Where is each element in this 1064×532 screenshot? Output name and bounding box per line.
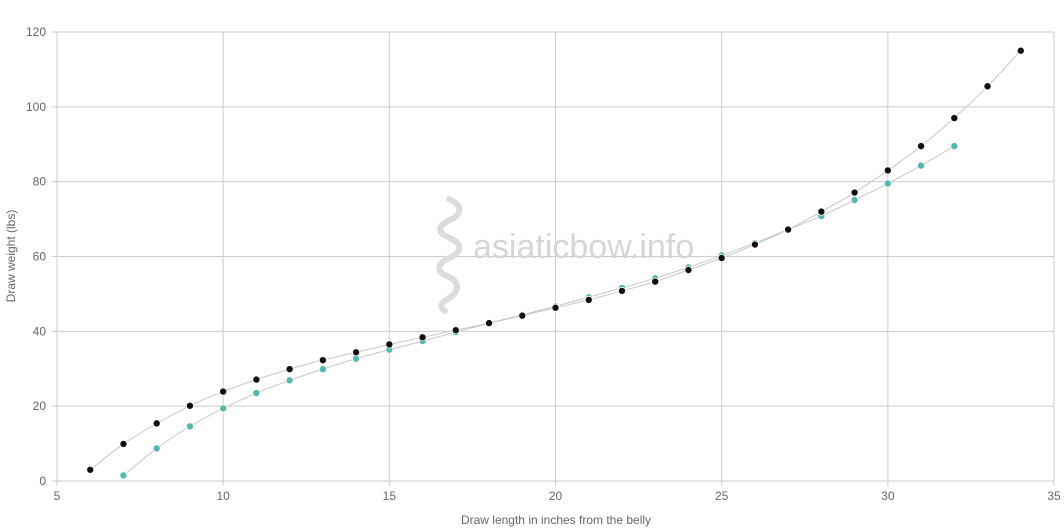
y-tick-label: 20 [33,399,47,413]
y-tick-label: 120 [26,25,46,39]
tick-labels: 5 10 15 20 25 30 35 0 20 40 60 80 100 120 [26,25,1061,503]
series-2-point [551,303,560,312]
watermark-text: asiaticbow.info [473,228,694,266]
x-tick-label: 30 [881,489,895,503]
series-2-point [451,326,460,335]
series-2-point [285,365,294,374]
series-2-point [1016,46,1025,55]
y-tick-label: 60 [33,250,47,264]
x-tick-label: 20 [549,489,563,503]
data-points [86,46,1025,480]
series-2-point [850,188,859,197]
series-2-point [784,225,793,234]
watermark-snake-icon [436,196,463,314]
series-2-point [86,465,95,474]
series-2-point [750,240,759,249]
series-1-point [119,471,128,480]
series-2-point [185,401,194,410]
series-1-point [883,179,892,188]
series-2-point [352,348,361,357]
series-2-point [983,82,992,91]
series-1-point [185,422,194,431]
series-1-point [950,142,959,151]
series-2-point [518,311,527,320]
series-2-point [883,166,892,175]
x-tick-label: 5 [54,489,61,503]
series-2-point [917,142,926,151]
grid [52,31,1055,486]
series-1-point [917,161,926,170]
series-2-point [219,387,228,396]
x-tick-label: 10 [216,489,230,503]
series-1-trend-line [123,145,955,476]
series-2-point [651,277,660,286]
y-tick-label: 100 [26,100,46,114]
y-tick-label: 0 [39,474,46,488]
series-2-point [717,253,726,262]
series-2-point [152,419,161,428]
series-2-point [584,295,593,304]
x-tick-label: 25 [715,489,729,503]
y-tick-label: 40 [33,324,47,338]
series-1-point [318,365,327,374]
series-2-point [817,207,826,216]
series-2-point [119,439,128,448]
series-2-point [617,286,626,295]
x-tick-label: 15 [383,489,397,503]
series-2-point [684,265,693,274]
series-2-point [485,319,494,328]
series-2-point [318,356,327,365]
y-axis-title: Draw weight (lbs) [4,210,18,303]
x-tick-label: 35 [1047,489,1061,503]
y-tick-label: 80 [33,175,47,189]
series-1-point [285,376,294,385]
watermark: asiaticbow.info [436,196,694,314]
series-2-point [418,333,427,342]
series-2-point [385,340,394,349]
series-1-point [219,404,228,413]
series-1-point [850,196,859,205]
series-2-point [252,375,261,384]
series-1-point [252,389,261,398]
series-2-point [950,114,959,123]
series-1-point [152,444,161,453]
x-axis-title: Draw length in inches from the belly [461,513,651,527]
